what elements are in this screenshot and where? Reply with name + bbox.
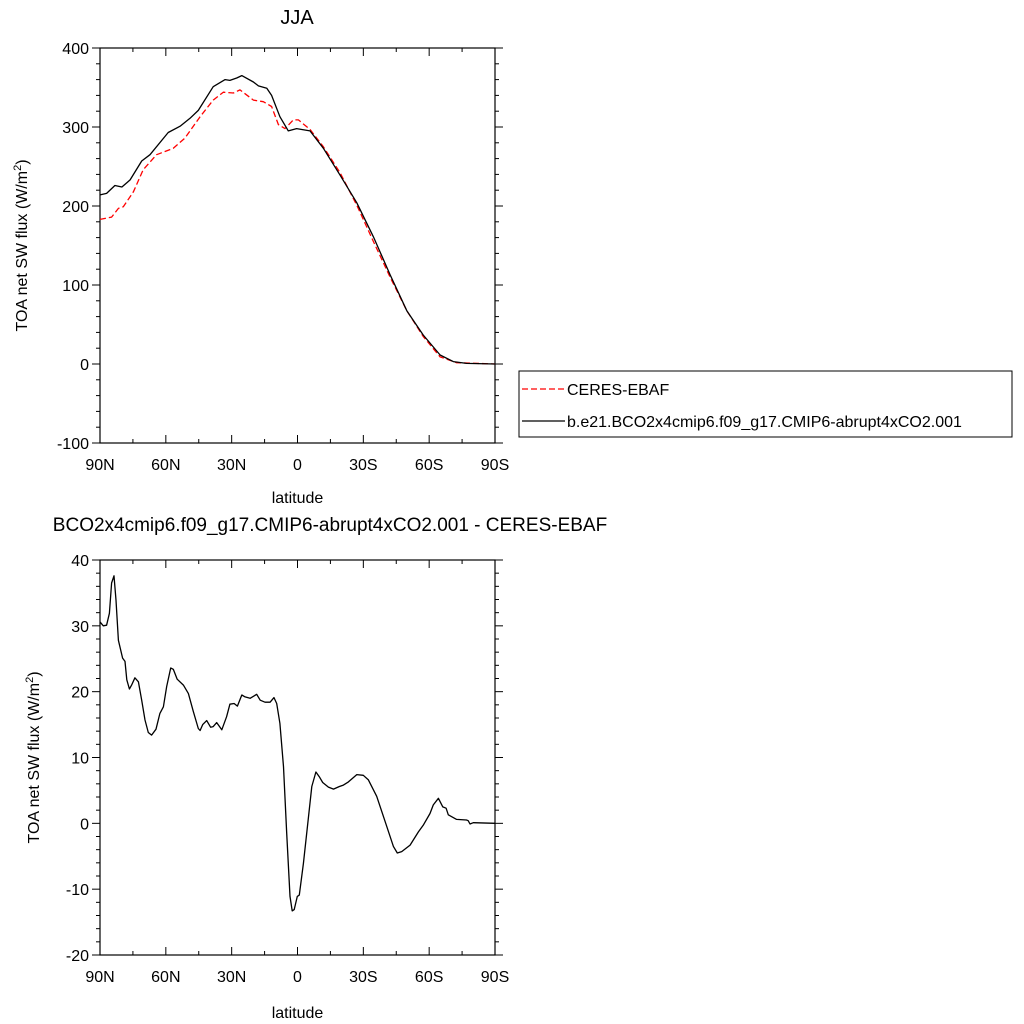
y-tick-label: -100 xyxy=(57,436,89,453)
x-tick-label: 0 xyxy=(293,457,302,474)
y-tick-label: 400 xyxy=(62,41,89,58)
x-tick-label: 30S xyxy=(349,457,377,474)
x-tick-label: 60S xyxy=(415,969,443,986)
legend-label-ceres: CERES-EBAF xyxy=(567,382,669,399)
x-tick-label: 90S xyxy=(481,969,509,986)
y-tick-label: 100 xyxy=(62,278,89,295)
x-tick-label: 30N xyxy=(217,457,246,474)
y-tick-label: 0 xyxy=(80,816,89,833)
y-tick-label: 30 xyxy=(71,619,89,636)
x-tick-label: 0 xyxy=(293,969,302,986)
x-tick-label: 30N xyxy=(217,969,246,986)
series-line-ceres-ebaf xyxy=(99,89,496,365)
x-tick-label: 90S xyxy=(481,457,509,474)
x-axis-label: latitude xyxy=(272,1005,324,1022)
x-tick-label: 90N xyxy=(85,457,114,474)
x-tick-label: 60N xyxy=(151,969,180,986)
top-panel-jja: 90N 60N 30N 0 30S 60S 90S 400 300 200 100 0 -100 JJA l… xyxy=(12,7,509,507)
x-tick-label: 60S xyxy=(415,457,443,474)
x-axis-label: latitude xyxy=(272,490,324,507)
y-tick-label: 10 xyxy=(71,751,89,768)
x-tick-label: 60N xyxy=(151,457,180,474)
y-axis-label: TOA net SW flux (W/m2) xyxy=(24,671,43,843)
y-tick-label: 0 xyxy=(80,357,89,374)
y-axis-label: TOA net SW flux (W/m2) xyxy=(12,159,31,331)
chart-title: BCO2x4cmip6.f09_g17.CMIP6-abrupt4xCO2.00… xyxy=(53,515,607,536)
series-line-b-e21-bco2x4cmip6-f09-g17-cmip xyxy=(99,74,496,365)
legend-box xyxy=(518,370,1013,438)
chart-title: JJA xyxy=(280,7,314,29)
y-tick-label: 200 xyxy=(62,199,89,216)
legend-label-model: b.e21.BCO2x4cmip6.f09_g17.CMIP6-abrupt4x… xyxy=(567,414,962,431)
legend: CERES-EBAF b.e21.BCO2x4cmip6.f09_g17.CMI… xyxy=(518,370,1013,438)
y-tick-label: 300 xyxy=(62,120,89,137)
y-tick-label: -10 xyxy=(66,882,89,899)
x-tick-label: 90N xyxy=(85,969,114,986)
series-line-difference xyxy=(99,575,496,912)
y-tick-label: 20 xyxy=(71,685,89,702)
bottom-panel-difference: 90N 60N 30N 0 30S 60S 90S 40 30 20 10 0 -10 -20 BCO2x4… xyxy=(24,515,607,1022)
y-tick-label: -20 xyxy=(66,948,89,965)
plot-frame xyxy=(99,47,496,444)
y-tick-label: 40 xyxy=(71,553,89,570)
x-tick-label: 30S xyxy=(349,969,377,986)
